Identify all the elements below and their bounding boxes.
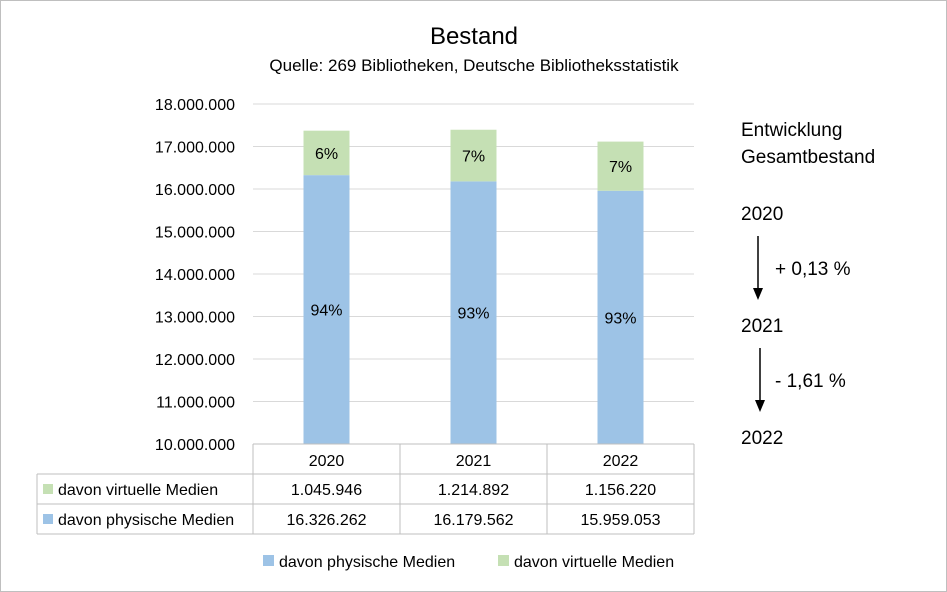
table-cell-value: 16.326.262 (286, 512, 366, 529)
legend: davon physische Medien davon virtuelle Me… (263, 554, 674, 571)
table-cell-value: 1.214.892 (438, 482, 509, 499)
side-year-2021: 2021 (741, 316, 783, 337)
y-tick-label: 13.000.000 (155, 310, 235, 327)
bar-percent-label: 94% (310, 303, 342, 320)
arrow-head-icon (753, 288, 763, 300)
x-category-label: 2020 (309, 453, 345, 470)
chart-subtitle: Quelle: 269 Bibliotheken, Deutsche Bibli… (269, 56, 679, 75)
chart-title: Bestand (430, 23, 518, 50)
y-tick-label: 12.000.000 (155, 352, 235, 369)
side-heading-line1: Entwicklung (741, 120, 842, 141)
table-legend-key (43, 484, 53, 494)
bar-segment (450, 181, 497, 444)
arrow-head-icon (755, 400, 765, 412)
bar-segment (303, 175, 350, 445)
y-tick-label: 16.000.000 (155, 182, 235, 199)
y-tick-label: 10.000.000 (155, 437, 235, 454)
legend-swatch (263, 555, 274, 566)
bar-segment (450, 129, 497, 182)
side-year-2022: 2022 (741, 428, 783, 449)
legend-label: davon physische Medien (279, 554, 455, 571)
data-table: 2020 2021 2022 davon virtuelle Medien 1.045.… (36, 443, 695, 535)
side-change-1: + 0,13 % (775, 259, 851, 280)
side-year-2020: 2020 (741, 204, 783, 225)
table-cell-value: 1.156.220 (585, 482, 656, 499)
y-tick-label: 18.000.000 (155, 97, 235, 114)
y-tick-label: 14.000.000 (155, 267, 235, 284)
legend-label: davon virtuelle Medien (514, 554, 674, 571)
bar-segment (303, 130, 350, 176)
table-legend-key (43, 514, 53, 524)
bar-percent-label: 7% (609, 159, 632, 176)
bar-segment (597, 190, 644, 444)
bar-percent-label: 93% (457, 306, 489, 323)
side-change-2: - 1,61 % (775, 371, 846, 392)
bar-segment (597, 141, 644, 191)
table-cell-value: 1.045.946 (291, 482, 362, 499)
y-axis-ticks: 10.000.000 11.000.000 12.000.000 13.000.000… (155, 97, 235, 454)
x-category-label: 2022 (603, 453, 639, 470)
table-row-label: davon virtuelle Medien (58, 482, 218, 499)
x-category-label: 2021 (456, 453, 492, 470)
table-cell-value: 16.179.562 (433, 512, 513, 529)
table-row-label: davon physische Medien (58, 512, 234, 529)
bars: 94% 6% 93% 7% 93% 7% (303, 129, 644, 445)
bar-percent-label: 7% (462, 149, 485, 166)
y-tick-label: 11.000.000 (156, 395, 235, 412)
y-tick-label: 17.000.000 (155, 140, 235, 157)
table-cell-value: 15.959.053 (580, 512, 660, 529)
bar-percent-label: 93% (604, 310, 636, 327)
y-tick-label: 15.000.000 (155, 225, 235, 242)
legend-swatch (498, 555, 509, 566)
bar-percent-label: 6% (315, 146, 338, 163)
side-heading-line2: Gesamtbestand (741, 147, 875, 168)
side-panel: Entwicklung Gesamtbestand 2020 + 0,13 % … (741, 120, 875, 449)
